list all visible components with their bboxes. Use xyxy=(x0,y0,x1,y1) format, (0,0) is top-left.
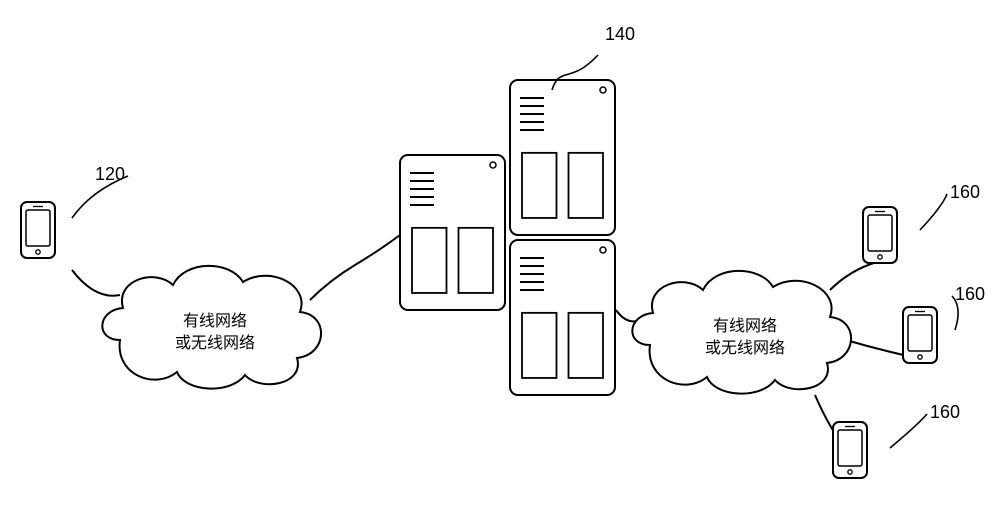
server-cluster xyxy=(400,80,615,395)
reference-label: 160 xyxy=(890,402,960,448)
cloud-label-line2: 或无线网络 xyxy=(175,333,255,352)
network-cloud: 有线网络或无线网络 xyxy=(102,266,321,389)
lead-line xyxy=(920,194,947,230)
reference-number: 160 xyxy=(950,182,980,202)
phone-device xyxy=(903,307,937,363)
reference-number: 160 xyxy=(955,284,985,304)
connection-link xyxy=(72,270,120,296)
network-cloud: 有线网络或无线网络 xyxy=(632,271,851,394)
server-unit xyxy=(510,240,615,395)
server-unit xyxy=(400,155,505,310)
connection-link xyxy=(310,235,400,300)
server-unit xyxy=(510,80,615,235)
cloud-label-line2: 或无线网络 xyxy=(705,338,785,357)
phone-device xyxy=(21,202,55,258)
lead-line xyxy=(890,414,927,448)
reference-number: 160 xyxy=(930,402,960,422)
reference-label: 120 xyxy=(72,164,128,218)
phone-device xyxy=(833,422,867,478)
cloud-label-line1: 有线网络 xyxy=(713,316,777,335)
reference-number: 120 xyxy=(95,164,125,184)
reference-label: 160 xyxy=(920,182,980,230)
phone-device xyxy=(863,207,897,263)
reference-number: 140 xyxy=(605,24,635,44)
cloud-label-line1: 有线网络 xyxy=(183,311,247,330)
connection-link xyxy=(830,262,877,290)
reference-label: 160 xyxy=(952,284,985,330)
